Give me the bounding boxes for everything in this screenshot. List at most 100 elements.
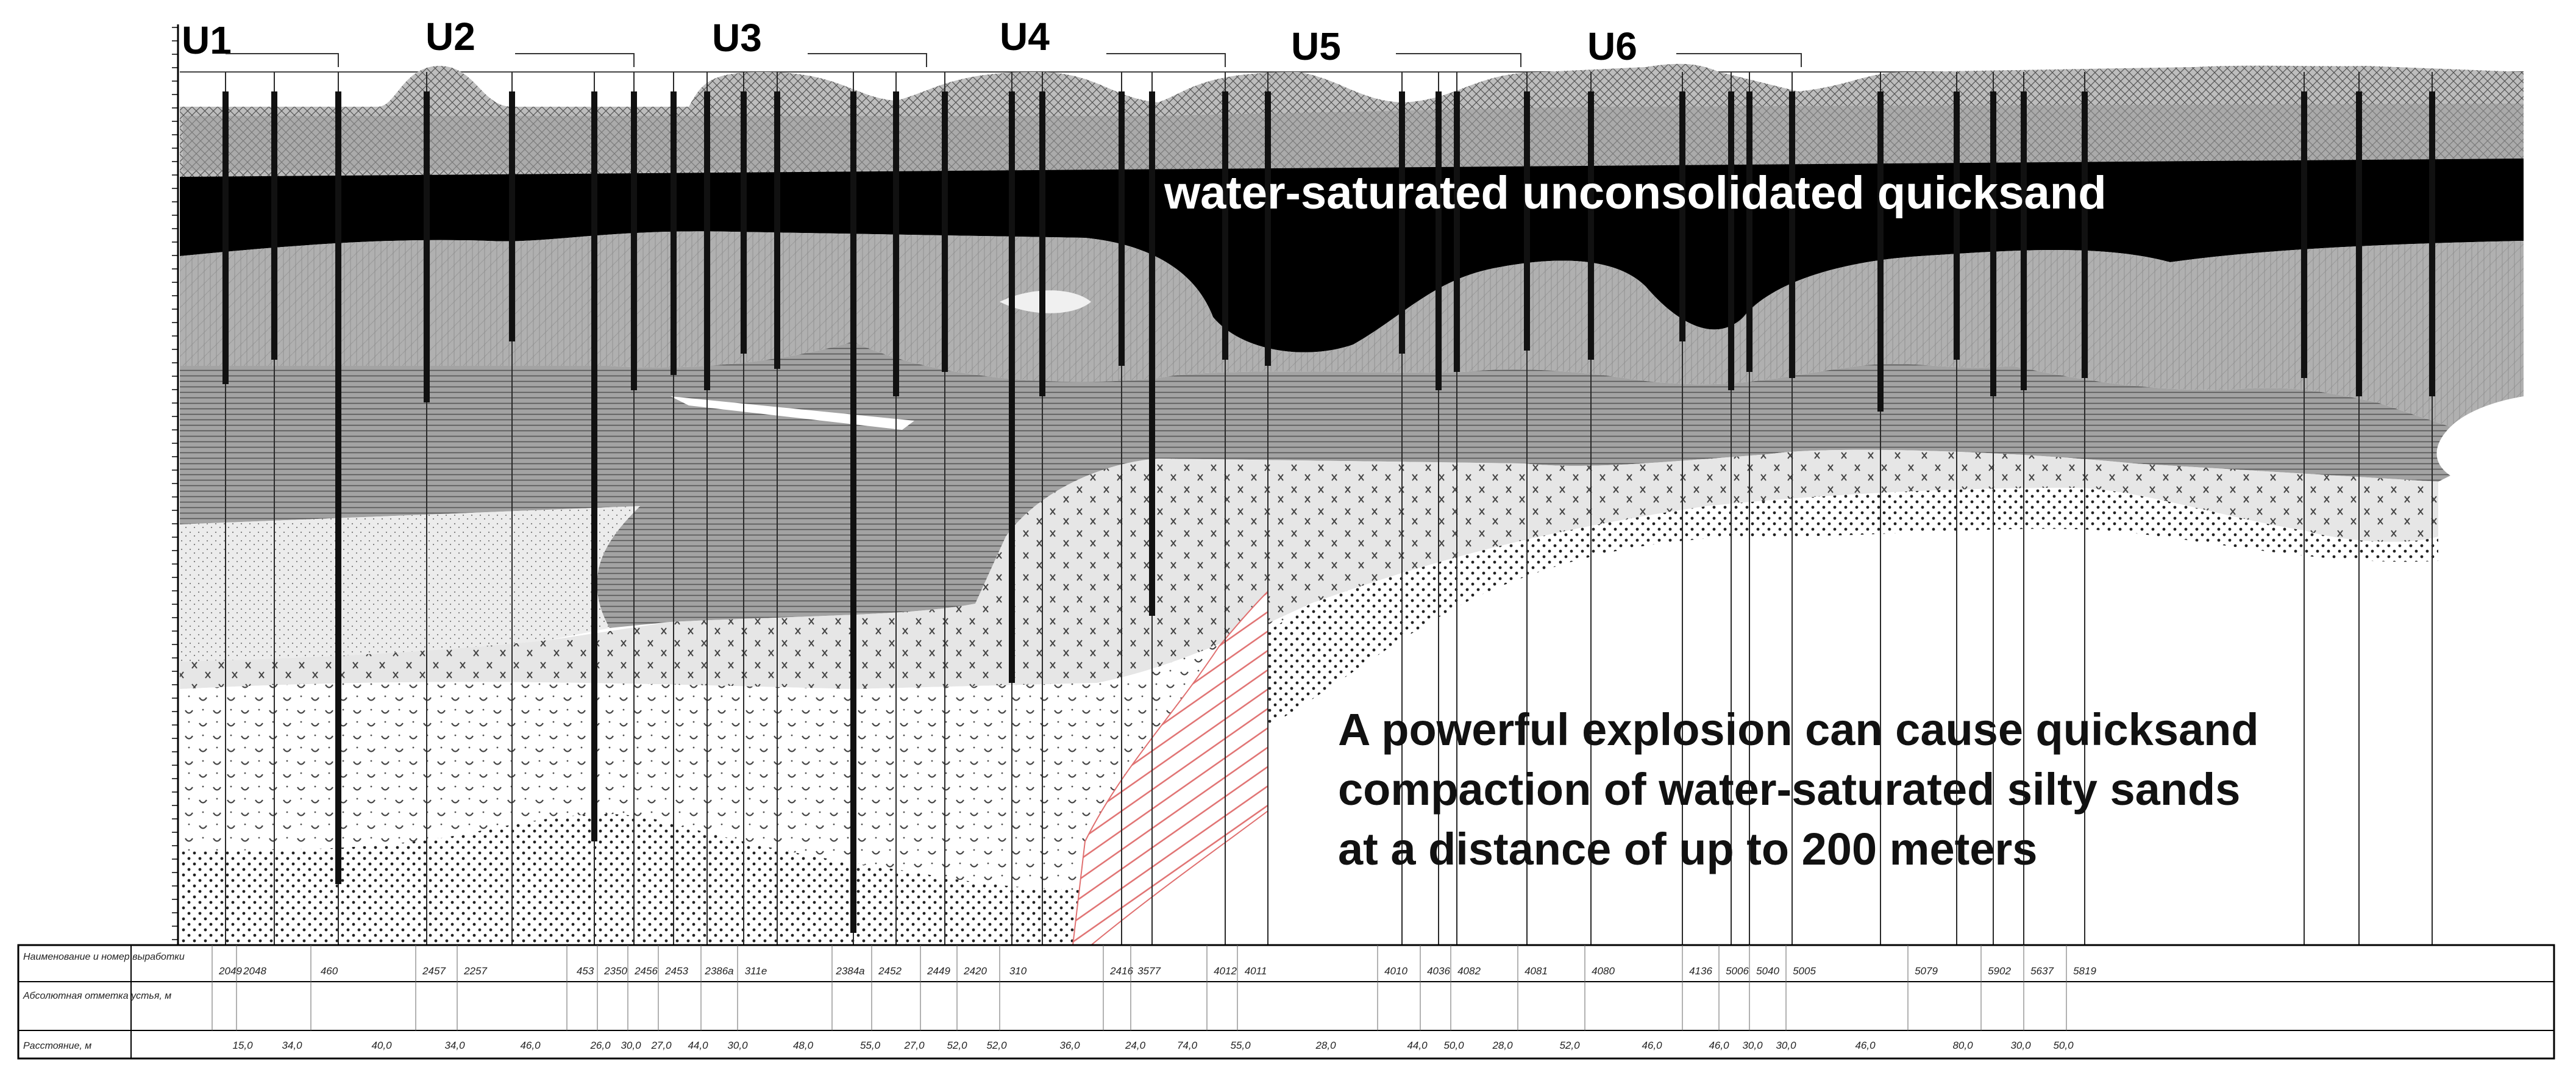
borehole-core xyxy=(631,91,637,390)
table-cell-distance: 28,0 xyxy=(1492,1040,1513,1051)
borehole-core xyxy=(850,91,856,933)
table-cell-borehole: 5079 xyxy=(1915,965,1938,977)
quicksand-callout: water-saturated unconsolidated quicksand xyxy=(1164,167,2107,219)
table-cell-distance: 46,0 xyxy=(1855,1040,1876,1051)
borehole-core xyxy=(1265,91,1271,366)
borehole-core xyxy=(591,91,597,841)
table-cell-borehole: 2386а xyxy=(704,965,733,977)
table-cell-borehole: 2449 xyxy=(927,965,950,977)
borehole-core xyxy=(1119,91,1125,366)
clay-layer xyxy=(180,341,2450,628)
profile-brackets xyxy=(226,53,1802,67)
table-cell-borehole: 5819 xyxy=(2073,965,2096,977)
table-cell-distance: 30,0 xyxy=(2010,1040,2031,1051)
borehole-core xyxy=(1789,91,1795,378)
row-header-boreholes: Наименование и номер выработки xyxy=(23,952,185,962)
table-cell-borehole: 4080 xyxy=(1592,965,1615,977)
borehole-columns xyxy=(222,72,2435,945)
profile-label-u4: U4 xyxy=(1000,15,1050,59)
table-cell-distance: 52,0 xyxy=(947,1040,967,1051)
table-cell-borehole: 311е xyxy=(745,965,767,977)
table-cell-distance: 50,0 xyxy=(1443,1040,1464,1051)
table-cell-distance: 52,0 xyxy=(986,1040,1007,1051)
borehole-core xyxy=(424,91,430,402)
borehole-core xyxy=(271,91,277,360)
borehole-core xyxy=(1454,91,1460,372)
dotted-sand-bottom xyxy=(180,814,1097,945)
table-cell-borehole: 4036 xyxy=(1427,965,1450,977)
borehole-core xyxy=(509,91,515,341)
depth-scale xyxy=(172,24,179,945)
explosion-callout-line-1: A powerful explosion can cause quicksand xyxy=(1338,704,2259,755)
table-cell-borehole: 2048 xyxy=(243,965,266,977)
row-header-distance: Расстояние, м xyxy=(23,1041,91,1051)
quicksand-layer xyxy=(180,159,2524,352)
profile-label-u3: U3 xyxy=(712,16,762,60)
borehole-core xyxy=(1877,91,1884,412)
table-cell-borehole: 4011 xyxy=(1245,965,1267,977)
table-cell-distance: 80,0 xyxy=(1952,1040,1973,1051)
table-cell-borehole: 2420 xyxy=(963,965,987,977)
borehole-core xyxy=(1149,91,1155,616)
borehole-core xyxy=(2429,91,2435,396)
table-cell-borehole: 4010 xyxy=(1384,965,1407,977)
table-cell-distance: 44,0 xyxy=(1407,1040,1428,1051)
borehole-core xyxy=(2082,91,2088,378)
borehole-core xyxy=(1679,91,1685,341)
table-cell-distance: 34,0 xyxy=(282,1040,302,1051)
profile-label-u5: U5 xyxy=(1291,24,1341,68)
table-cell-borehole: 2384а xyxy=(835,965,864,977)
borehole-core xyxy=(1728,91,1734,390)
table-cell-distance: 30,0 xyxy=(727,1040,748,1051)
table-cell-distance: 74,0 xyxy=(1177,1040,1198,1051)
table-cell-borehole: 4012 xyxy=(1214,965,1237,977)
table-cell-borehole: 4136 xyxy=(1689,965,1712,977)
profile-label-u2: U2 xyxy=(425,15,475,59)
table-cell-borehole: 2350 xyxy=(603,965,627,977)
borehole-core xyxy=(2301,91,2307,378)
table-cell-borehole: 2453 xyxy=(664,965,688,977)
table-cell-borehole: 5006 xyxy=(1726,965,1749,977)
borehole-core xyxy=(893,91,899,396)
silty-sand-x-layer xyxy=(180,449,2438,689)
profile-label-u1: U1 xyxy=(182,18,232,62)
table-cell-borehole: 5902 xyxy=(1988,965,2011,977)
table-cell-borehole: 3577 xyxy=(1137,965,1161,977)
table-cell-borehole: 460 xyxy=(321,965,338,977)
silty-sand-upper-left xyxy=(180,506,640,662)
table-cell-borehole: 310 xyxy=(1009,965,1027,977)
table-cell-borehole: 2257 xyxy=(463,965,487,977)
table-cell-distance: 55,0 xyxy=(1230,1040,1251,1051)
borehole-core xyxy=(1039,91,1045,396)
borehole-core xyxy=(2021,91,2027,390)
borehole-core xyxy=(774,91,780,369)
borehole-core xyxy=(942,91,948,372)
borehole-core xyxy=(704,91,710,390)
table-cell-distance: 15,0 xyxy=(232,1040,253,1051)
table-cell-distance: 46,0 xyxy=(1709,1040,1729,1051)
table-cell-borehole: 2049 xyxy=(218,965,242,977)
table-cell-distance: 55,0 xyxy=(860,1040,881,1051)
table-cell-distance: 30,0 xyxy=(621,1040,641,1051)
borehole-core xyxy=(2356,91,2362,396)
borehole-core xyxy=(1524,91,1530,351)
profile-label-u6: U6 xyxy=(1587,24,1637,68)
surface-gray-lens xyxy=(183,104,2524,171)
table-cell-borehole: 4082 xyxy=(1457,965,1481,977)
explosion-callout-line-2: compaction of water-saturated silty sand… xyxy=(1338,764,2240,815)
table-cell-distance: 46,0 xyxy=(1642,1040,1662,1051)
table-cell-distance: 26,0 xyxy=(589,1040,611,1051)
table-cell-distance: 40,0 xyxy=(371,1040,392,1051)
borehole-core xyxy=(1222,91,1228,360)
table-cell-distance: 52,0 xyxy=(1559,1040,1580,1051)
table-cell-borehole: 5005 xyxy=(1793,965,1816,977)
table-cell-borehole: 2456 xyxy=(634,965,658,977)
table-cell-distance: 28,0 xyxy=(1315,1040,1336,1051)
table-cell-distance: 50,0 xyxy=(2053,1040,2074,1051)
table-cell-borehole: 453 xyxy=(577,965,594,977)
explosion-callout: A powerful explosion can cause quicksand… xyxy=(1338,704,2259,874)
table-cell-distance: 36,0 xyxy=(1059,1040,1080,1051)
borehole-data-table: Наименование и номер выработки Абсолютна… xyxy=(17,944,2555,1060)
borehole-core xyxy=(335,91,341,884)
